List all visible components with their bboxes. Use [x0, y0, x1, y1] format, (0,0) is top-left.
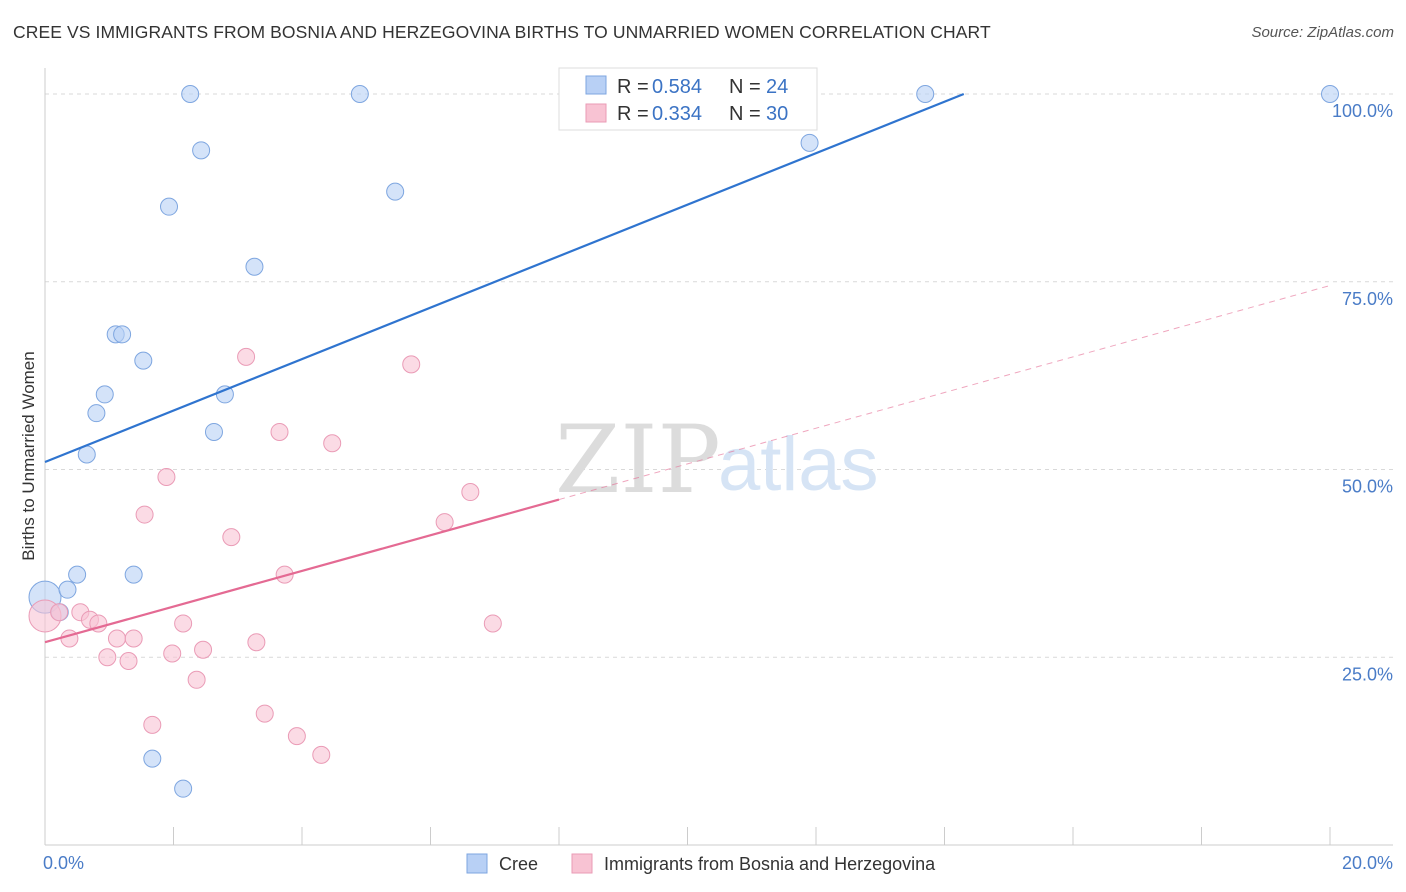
- bosnia-point: [237, 347, 256, 366]
- legend-swatch-cree: [585, 75, 607, 95]
- y-tick-label: 50.0%: [1342, 477, 1393, 497]
- y-tick-label: 75.0%: [1342, 289, 1393, 309]
- bosnia-point: [50, 603, 69, 622]
- cree-point: [68, 565, 87, 584]
- bosnia-point: [174, 614, 193, 633]
- legend-r-value-bosnia: 0.334: [652, 103, 702, 125]
- cree-point: [386, 182, 405, 201]
- axes: [44, 68, 1393, 846]
- bosnia-point: [187, 670, 206, 689]
- cree-point: [124, 565, 143, 584]
- bottom-legend-swatch-cree: [466, 853, 488, 874]
- bottom-legend-label-bosnia: Immigrants from Bosnia and Herzegovina: [604, 854, 936, 874]
- bosnia-point: [270, 422, 289, 441]
- bottom-legend: Cree Immigrants from Bosnia and Herzegov…: [466, 853, 936, 874]
- legend-n-value-cree: 24: [766, 76, 788, 98]
- x-tick-label-min: 0.0%: [43, 853, 84, 873]
- chart-title: CREE VS IMMIGRANTS FROM BOSNIA AND HERZE…: [13, 22, 991, 42]
- data-points: [28, 85, 1339, 798]
- bosnia-point: [143, 715, 162, 734]
- y-tick-labels: 25.0% 50.0% 75.0% 100.0%: [1332, 101, 1393, 684]
- cree-point: [916, 85, 935, 104]
- legend-r-label-cree: R =: [617, 76, 649, 98]
- bosnia-trend-line: [44, 498, 560, 644]
- bosnia-point: [247, 633, 266, 652]
- bosnia-point: [98, 648, 117, 667]
- bosnia-point: [222, 528, 241, 547]
- cree-point: [134, 351, 153, 370]
- legend-n-value-bosnia: 30: [766, 103, 788, 125]
- watermark-atlas: atlas: [718, 422, 879, 507]
- y-axis-label: Births to Unmarried Women: [19, 351, 38, 560]
- cree-point: [245, 257, 264, 276]
- bosnia-point: [194, 640, 213, 659]
- cree-point: [95, 385, 114, 404]
- cree-point: [87, 404, 106, 423]
- cree-point: [174, 779, 193, 798]
- bosnia-trend-extension: [558, 285, 1331, 501]
- watermark-zip: ZIP: [555, 406, 721, 515]
- gridlines: [45, 93, 1393, 658]
- cree-point: [800, 133, 819, 152]
- cree-point: [192, 141, 211, 160]
- bosnia-point: [135, 505, 154, 524]
- bosnia-point: [287, 727, 306, 746]
- bosnia-point: [124, 629, 143, 648]
- legend-r-label-bosnia: R =: [617, 103, 649, 125]
- legend-r-value-cree: 0.584: [652, 76, 702, 98]
- legend-box: R = 0.584 N = 24 R = 0.334 N = 30: [558, 67, 818, 131]
- cree-point: [181, 85, 200, 104]
- bosnia-point: [402, 355, 421, 374]
- bosnia-point: [119, 652, 138, 671]
- bosnia-point: [255, 704, 274, 723]
- bosnia-point: [323, 434, 342, 453]
- legend-swatch-bosnia: [585, 103, 607, 123]
- trend-lines: [44, 92, 1331, 644]
- bosnia-point: [60, 629, 79, 648]
- cree-point: [1321, 85, 1339, 104]
- bosnia-point: [163, 644, 182, 663]
- cree-point: [143, 749, 162, 768]
- bosnia-point: [107, 629, 126, 648]
- cree-point: [204, 422, 223, 441]
- y-tick-label: 100.0%: [1332, 101, 1393, 121]
- bottom-legend-swatch-bosnia: [571, 853, 593, 874]
- watermark: ZIP atlas: [555, 406, 879, 515]
- legend-n-label-bosnia: N =: [729, 103, 761, 125]
- x-tick-label-max: 20.0%: [1342, 853, 1393, 873]
- bosnia-point: [312, 745, 331, 764]
- legend-n-label-cree: N =: [729, 76, 761, 98]
- y-tick-label: 25.0%: [1342, 664, 1393, 684]
- bosnia-point: [461, 483, 480, 502]
- bosnia-point: [435, 513, 454, 532]
- source-label: Source: ZipAtlas.com: [1251, 24, 1394, 41]
- cree-point: [113, 325, 132, 344]
- cree-point: [350, 85, 369, 104]
- cree-point: [58, 580, 77, 599]
- bosnia-point: [157, 468, 176, 487]
- cree-trend-line: [44, 92, 965, 464]
- bosnia-point: [483, 614, 502, 633]
- cree-point: [160, 197, 179, 216]
- bottom-legend-label-cree: Cree: [499, 854, 538, 874]
